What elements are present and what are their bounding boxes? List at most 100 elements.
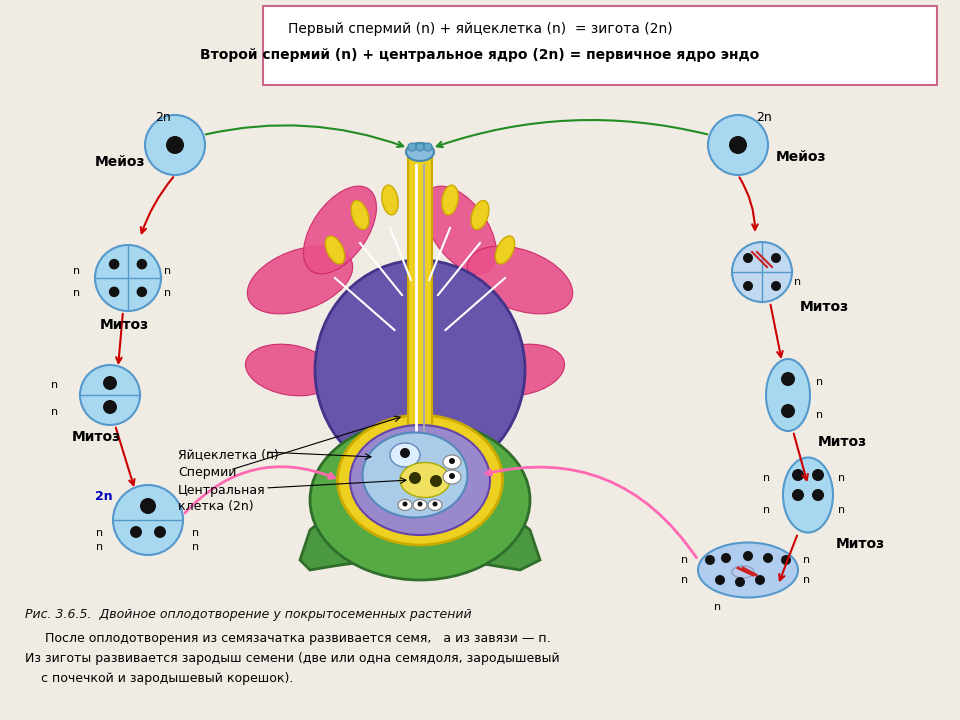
Circle shape	[792, 469, 804, 481]
Text: n: n	[164, 266, 171, 276]
Text: клетка (2n): клетка (2n)	[178, 500, 253, 513]
Ellipse shape	[310, 420, 530, 580]
Text: n: n	[816, 377, 823, 387]
Ellipse shape	[338, 415, 502, 545]
Text: n: n	[681, 575, 688, 585]
Ellipse shape	[248, 246, 352, 314]
FancyBboxPatch shape	[408, 149, 432, 461]
Ellipse shape	[413, 500, 427, 510]
Circle shape	[108, 259, 119, 269]
Text: Мейоз: Мейоз	[95, 155, 146, 169]
Ellipse shape	[495, 236, 515, 264]
Circle shape	[755, 575, 765, 585]
Ellipse shape	[732, 566, 754, 578]
Ellipse shape	[698, 542, 798, 598]
Circle shape	[812, 489, 824, 501]
Ellipse shape	[400, 462, 450, 498]
Circle shape	[771, 281, 781, 291]
Text: n: n	[794, 277, 802, 287]
Circle shape	[781, 555, 791, 565]
Circle shape	[715, 575, 725, 585]
Ellipse shape	[315, 260, 525, 480]
Circle shape	[430, 475, 442, 487]
Circle shape	[402, 502, 407, 506]
Circle shape	[103, 376, 117, 390]
Ellipse shape	[423, 186, 496, 274]
Text: n: n	[714, 602, 722, 612]
Text: Из зиготы развивается зародыш семени (две или одна семядоля, зародышевый: Из зиготы развивается зародыш семени (дв…	[25, 652, 560, 665]
Text: Митоз: Митоз	[818, 435, 867, 449]
Text: Второй спермий (n) + центральное ядро (2n) = первичное ядро эндо: Второй спермий (n) + центральное ядро (2…	[201, 48, 759, 62]
Circle shape	[433, 502, 438, 506]
Ellipse shape	[325, 236, 345, 264]
Text: n: n	[96, 542, 104, 552]
Text: Митоз: Митоз	[836, 537, 885, 551]
Circle shape	[781, 404, 795, 418]
Ellipse shape	[351, 201, 369, 230]
Text: n: n	[816, 410, 823, 420]
Circle shape	[792, 489, 804, 501]
Circle shape	[95, 245, 161, 311]
Text: n: n	[763, 505, 770, 515]
Text: Мейоз: Мейоз	[776, 150, 827, 164]
Text: Митоз: Митоз	[800, 300, 850, 314]
Circle shape	[705, 555, 715, 565]
Ellipse shape	[468, 246, 573, 314]
Circle shape	[781, 372, 795, 386]
Circle shape	[145, 115, 205, 175]
Text: n: n	[73, 288, 80, 298]
Text: n: n	[164, 288, 171, 298]
Text: Первый спермий (n) + яйцеклетка (n)  = зигота (2n): Первый спермий (n) + яйцеклетка (n) = зи…	[288, 22, 672, 36]
Circle shape	[113, 485, 183, 555]
Circle shape	[103, 400, 117, 414]
Circle shape	[140, 498, 156, 514]
Circle shape	[136, 259, 147, 269]
Circle shape	[449, 458, 455, 464]
Ellipse shape	[443, 455, 461, 469]
Circle shape	[721, 553, 731, 563]
Text: Спермии: Спермии	[178, 466, 236, 479]
Polygon shape	[300, 485, 540, 570]
Text: Митоз: Митоз	[100, 318, 149, 332]
Circle shape	[136, 287, 147, 297]
Ellipse shape	[350, 425, 490, 535]
Circle shape	[154, 526, 166, 538]
Circle shape	[108, 287, 119, 297]
Circle shape	[743, 551, 753, 561]
Ellipse shape	[443, 470, 461, 484]
Text: n: n	[803, 575, 810, 585]
Circle shape	[409, 472, 421, 484]
Ellipse shape	[390, 443, 420, 467]
Ellipse shape	[766, 359, 810, 431]
Ellipse shape	[246, 344, 334, 396]
Ellipse shape	[363, 433, 468, 518]
Ellipse shape	[303, 186, 376, 274]
Text: Центральная: Центральная	[178, 484, 266, 497]
Ellipse shape	[406, 143, 434, 161]
Text: с почечкой и зародышевый корешок).: с почечкой и зародышевый корешок).	[25, 672, 294, 685]
Text: После оплодотворения из семязачатка развивается семя,   а из завязи — п.: После оплодотворения из семязачатка разв…	[25, 632, 551, 645]
Circle shape	[416, 143, 424, 151]
Text: n: n	[73, 266, 80, 276]
Circle shape	[743, 253, 753, 263]
Text: Яйцеклетка (n): Яйцеклетка (n)	[178, 448, 278, 461]
Circle shape	[812, 469, 824, 481]
Ellipse shape	[442, 185, 458, 215]
Text: 2n: 2n	[95, 490, 113, 503]
Text: n: n	[52, 407, 59, 417]
Text: n: n	[763, 473, 770, 483]
Text: n: n	[838, 505, 845, 515]
Circle shape	[729, 136, 747, 154]
Circle shape	[771, 253, 781, 263]
Text: Митоз: Митоз	[72, 430, 121, 444]
Circle shape	[424, 143, 432, 151]
Circle shape	[166, 136, 184, 154]
Circle shape	[735, 577, 745, 587]
Text: 2n: 2n	[156, 111, 171, 124]
Text: n: n	[192, 528, 200, 538]
Circle shape	[130, 526, 142, 538]
Ellipse shape	[471, 201, 489, 230]
Circle shape	[732, 242, 792, 302]
Circle shape	[708, 115, 768, 175]
Text: Рис. 3.6.5.  Двойное оплодотворение у покрытосеменных растений: Рис. 3.6.5. Двойное оплодотворение у пок…	[25, 608, 471, 621]
